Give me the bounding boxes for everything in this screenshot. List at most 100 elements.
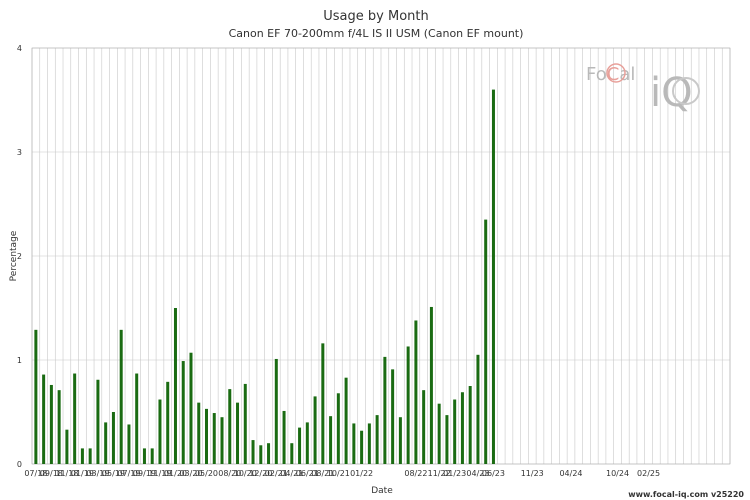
x-tick-label: 04/24 [559,469,582,478]
bar-03-19 [96,379,100,464]
bar-01-21 [267,443,271,464]
bar-11-20 [251,440,255,464]
bar-05-21 [298,427,302,464]
bar-04-19 [104,422,108,464]
bar-02-19 [88,448,92,464]
x-tick-label: 01/22 [350,469,373,478]
bar-11-18 [65,429,69,464]
bar-05-22 [391,369,395,464]
logo-lens-icon [606,63,626,83]
focal-iq-logo: FoCal iQ [586,63,700,116]
bar-01-19 [80,448,84,464]
logo-part-iq: iQ [650,70,693,116]
x-tick-label: 06/21 [296,469,319,478]
bar-01-20 [173,308,177,464]
x-tick-label: 06/23 [482,469,505,478]
bar-07-18 [34,329,38,464]
bar-06-20 [212,413,216,464]
bar-10-20 [243,383,247,464]
bar-04-20 [197,402,201,464]
bar-09-22 [422,390,426,464]
bar-09-18 [49,384,53,464]
bar-01-23 [453,399,457,464]
x-tick-label: 02/21 [265,469,288,478]
bar-02-22 [367,423,371,464]
svg-text:FoCal: FoCal [586,64,635,85]
y-axis-ticks: 0 1 2 3 4 [17,44,22,469]
bar-12-19 [166,381,170,464]
x-tick-label: 09/18 [40,469,63,478]
bar-06-22 [398,417,402,464]
logo-part-al: al [619,64,635,85]
bar-11-21 [344,377,348,464]
x-tick-label: 07/18 [24,469,47,478]
x-tick-label: 11/22 [428,469,451,478]
bar-08-19 [135,373,139,464]
bar-04-21 [290,443,294,464]
bars [34,89,495,464]
bar-12-22 [445,415,449,464]
x-tick-label: 08/20 [218,469,241,478]
x-tick-label: 02/25 [637,469,660,478]
y-tick-label: 2 [17,252,22,261]
x-tick-label: 01/23 [443,469,466,478]
bar-12-21 [352,423,356,464]
bar-06-19 [119,329,123,464]
bar-11-22 [437,403,441,464]
bar-10-19 [150,448,154,464]
chart-subtitle: Canon EF 70-200mm f/4L IS II USM (Canon … [229,27,524,40]
x-tick-label: 12/20 [249,469,272,478]
bar-06-23 [491,89,495,464]
y-axis-label: Percentage [9,230,19,281]
chart-title: Usage by Month [323,9,428,24]
bar-12-20 [259,445,263,464]
bar-08-20 [228,389,232,464]
bar-07-22 [406,346,410,464]
bar-02-23 [460,392,464,464]
bar-04-22 [383,356,387,464]
x-tick-label: 01/19 [71,469,94,478]
x-tick-label: 10/20 [234,469,257,478]
x-tick-label: 10/24 [606,469,629,478]
bar-05-23 [484,219,488,464]
bar-03-21 [282,410,286,464]
bar-01-22 [360,430,364,464]
bar-07-21 [313,396,317,464]
x-tick-label: 07/19 [117,469,140,478]
bar-03-22 [375,415,379,464]
bar-10-22 [429,306,433,464]
bar-05-20 [205,408,208,464]
x-axis-label: Date [371,486,393,496]
bar-04-23 [476,354,480,464]
bar-12-18 [73,373,77,464]
bar-10-18 [57,390,61,464]
plot-frame [31,47,731,465]
y-tick-label: 0 [17,460,22,469]
bar-09-21 [329,416,333,464]
bar-09-20 [236,402,240,464]
x-tick-label: 10/21 [327,469,350,478]
x-tick-label: 08/22 [404,469,427,478]
bar-03-20 [189,352,193,464]
x-tick-label: 11/23 [521,469,544,478]
y-tick-label: 4 [17,44,22,53]
bar-02-20 [181,361,185,464]
grid [31,47,731,465]
bar-07-20 [220,417,224,464]
bar-10-21 [336,393,340,464]
x-tick-label: 05/20 [195,469,218,478]
bar-05-19 [111,412,115,464]
x-tick-label: 11/18 [55,469,78,478]
footer-watermark: www.focal-iq.com v25220 [628,490,744,499]
bar-08-21 [321,343,325,464]
bar-08-22 [414,320,418,464]
x-tick-label: 04/21 [280,469,303,478]
logo-magnifier-icon [672,77,700,105]
x-tick-label: 01/20 [164,469,187,478]
bar-11-19 [158,399,162,464]
x-tick-label: 08/21 [311,469,334,478]
x-tick-label: 11/19 [148,469,171,478]
y-tick-label: 1 [17,356,22,365]
bar-08-18 [42,374,46,464]
